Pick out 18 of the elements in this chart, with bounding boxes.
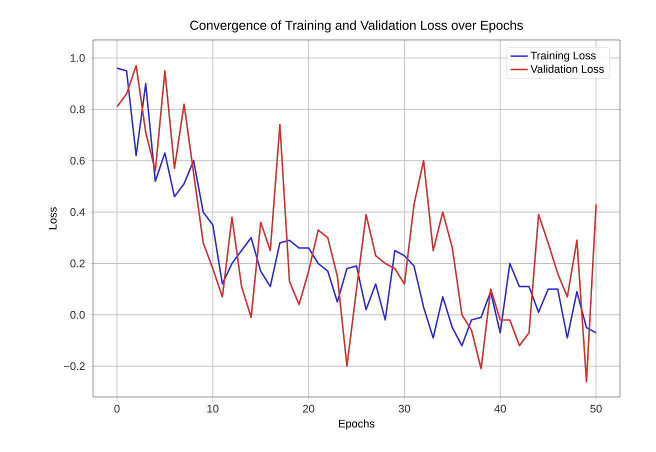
- y-tick-label: 0.4: [70, 208, 85, 216]
- y-axis-title: Loss: [48, 207, 57, 230]
- legend-label: Validation Loss: [530, 64, 604, 73]
- y-tick-label: 1.0: [70, 54, 85, 62]
- x-tick-label: 10: [207, 404, 218, 413]
- y-tick-label: 0.6: [70, 156, 85, 165]
- y-tick-label: 0.8: [70, 105, 85, 114]
- x-tick-label: 0: [114, 404, 120, 413]
- x-tick-label: 30: [398, 404, 410, 413]
- chart-title: Convergence of Training and Validation Loss over Epochs: [190, 20, 523, 32]
- y-tick-label: −0.2: [64, 362, 85, 370]
- y-tick-label: 0.0: [70, 310, 85, 319]
- x-tick-label: 50: [590, 404, 602, 413]
- x-axis-title: Epochs: [339, 419, 374, 430]
- x-tick-label: 40: [494, 404, 506, 413]
- legend-label: Training Loss: [530, 51, 596, 62]
- y-tick-label: 0.2: [70, 260, 85, 268]
- x-tick-label: 20: [303, 404, 314, 413]
